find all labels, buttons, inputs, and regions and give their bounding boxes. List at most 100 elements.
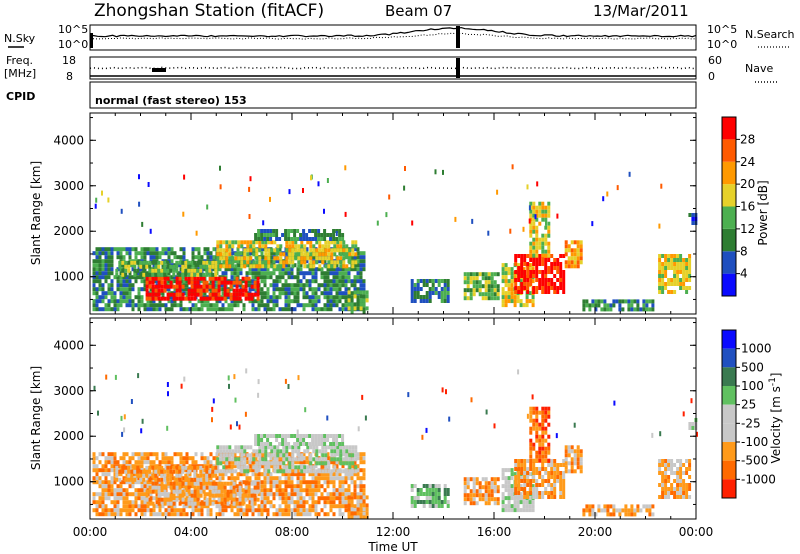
data-cell [317,500,321,505]
data-cell [475,493,479,498]
data-cell [263,472,267,477]
data-cell [161,488,165,493]
data-speck [344,211,347,217]
data-cell [416,492,420,496]
data-cell [221,291,225,296]
data-cell [314,512,318,517]
data-cell [194,303,198,308]
data-cell [553,266,557,270]
data-cell [214,292,218,297]
data-speck [229,424,232,430]
data-cell [95,255,99,260]
data-cell [541,467,545,471]
data-speck [404,166,406,171]
data-cell [269,476,273,481]
data-cell [302,287,306,292]
data-cell [501,299,505,304]
data-cell [244,292,248,297]
data-cell [541,418,545,423]
data-cell [315,240,319,245]
data-cell [178,489,182,494]
data-cell [299,271,303,276]
data-cell [332,295,336,300]
data-cell [170,456,174,461]
data-cell [362,298,366,303]
data-cell [203,303,207,308]
data-cell [143,255,147,260]
data-cell [146,500,150,505]
data-cell [136,260,140,265]
data-cell [528,291,532,296]
data-cell [290,299,294,304]
data-cell [113,275,117,280]
data-cell [556,270,560,274]
data-cell [246,469,250,474]
data-cell [293,508,297,513]
data-cell [564,248,568,253]
data-cell [556,475,560,479]
data-cell [567,264,571,269]
data-cell [308,295,312,300]
data-cell [321,449,325,454]
data-cell [92,307,96,312]
data-cell [347,275,351,280]
data-cell [248,283,252,288]
data-cell [341,512,345,517]
data-cell [501,508,505,513]
data-cell [193,493,197,498]
data-cell [231,449,235,454]
data-cell [333,465,337,470]
data-cell [119,464,123,469]
data-cell [215,476,219,481]
data-cell [338,508,342,513]
data-cell [260,275,264,280]
data-cell [293,460,297,465]
data-cell [306,465,310,470]
data-cell [137,496,141,501]
data-cell [139,260,143,265]
data-cell [252,465,256,470]
data-cell [538,201,542,206]
data-cell [514,278,518,282]
data-cell [344,291,348,296]
data-cell [241,497,245,502]
data-cell [529,426,533,431]
data-cell [284,229,288,233]
data-cell [341,303,345,308]
data-cell [278,291,282,296]
data-cell [179,263,183,268]
data-speck [317,181,320,187]
data-cell [359,499,363,504]
data-cell [131,287,135,292]
data-cell [446,295,450,299]
data-cell [314,291,318,296]
data-cell [209,251,213,256]
data-speck [511,164,514,170]
data-cell [154,465,158,470]
data-cell [184,501,188,506]
data-cell [203,247,207,252]
data-cell [222,260,226,265]
data-cell [237,252,241,257]
data-cell [107,283,111,288]
data-cell [550,471,554,475]
data-cell [205,272,209,277]
data-cell [682,266,686,270]
data-cell [332,496,336,501]
data-cell [570,256,574,261]
data-speck [195,230,198,236]
data-cell [166,493,170,498]
data-cell [272,476,276,481]
data-cell [487,489,491,494]
data-cell [517,479,521,483]
data-cell [222,465,226,470]
data-cell [199,473,203,478]
data-cell [688,286,692,290]
data-cell [523,491,527,495]
data-cell [248,504,252,509]
data-cell [553,471,557,475]
data-cell [133,260,137,265]
data-cell [342,260,346,265]
data-cell [281,233,285,237]
data-cell [221,512,225,517]
